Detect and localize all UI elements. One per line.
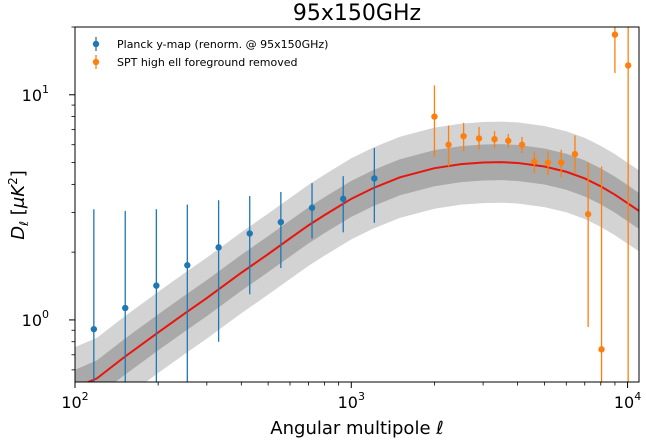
data-point-1-5 — [505, 137, 512, 144]
data-point-0-4 — [215, 244, 222, 251]
data-point-1-6 — [518, 141, 526, 148]
data-point-0-5 — [246, 230, 253, 237]
data-point-0-1 — [122, 304, 129, 312]
legend-label-planck: Planck y-map (renorm. @ 95x150GHz) — [117, 38, 328, 51]
data-point-0-3 — [184, 262, 191, 269]
data-point-1-12 — [598, 346, 605, 353]
legend: Planck y-map (renorm. @ 95x150GHz) SPT h… — [92, 37, 328, 69]
model-band-2sigma — [75, 121, 639, 382]
chart-title: 95x150GHz — [293, 1, 421, 26]
legend-entry-planck: Planck y-map (renorm. @ 95x150GHz) — [92, 37, 328, 51]
data-point-0-9 — [371, 175, 378, 182]
data-point-1-1 — [445, 141, 452, 148]
data-point-0-2 — [153, 282, 160, 289]
data-point-1-10 — [571, 150, 579, 158]
x-axis: 102 103 104 — [61, 382, 641, 412]
x-tick-label-0: 102 — [61, 390, 88, 412]
x-tick-label-1: 103 — [338, 390, 365, 412]
data-point-1-14 — [624, 62, 632, 69]
y-tick-label-0: 100 — [22, 308, 49, 330]
data-point-1-9 — [557, 159, 565, 166]
data-point-0-8 — [340, 195, 347, 203]
model-band-1sigma — [75, 144, 639, 382]
legend-entry-spt: SPT high ell foreground removed — [92, 55, 298, 69]
x-axis-label: Angular multipole ℓ — [270, 418, 443, 439]
y-axis: 100 101 — [22, 26, 75, 371]
data-point-0-6 — [277, 218, 285, 226]
data-point-1-3 — [475, 135, 483, 142]
x-tick-label-2: 104 — [614, 390, 641, 412]
data-point-0-7 — [308, 204, 316, 211]
plot-frame — [74, 26, 640, 383]
data-point-1-7 — [531, 158, 538, 165]
model-curve — [85, 161, 639, 382]
data-point-1-2 — [460, 132, 467, 140]
y-tick-label-1: 101 — [22, 83, 49, 105]
data-point-1-4 — [491, 135, 498, 143]
legend-label-spt: SPT high ell foreground removed — [117, 56, 298, 69]
data-point-1-0 — [431, 113, 438, 120]
series-layer — [90, 27, 632, 382]
data-point-1-11 — [584, 210, 592, 218]
y-axis-label: Dℓ [μK2] — [6, 170, 31, 240]
series-0 — [90, 148, 378, 382]
plot-area — [75, 27, 639, 382]
series-1 — [431, 27, 632, 382]
data-point-1-13 — [611, 31, 619, 38]
data-point-1-8 — [544, 159, 552, 166]
data-point-0-0 — [90, 325, 98, 333]
